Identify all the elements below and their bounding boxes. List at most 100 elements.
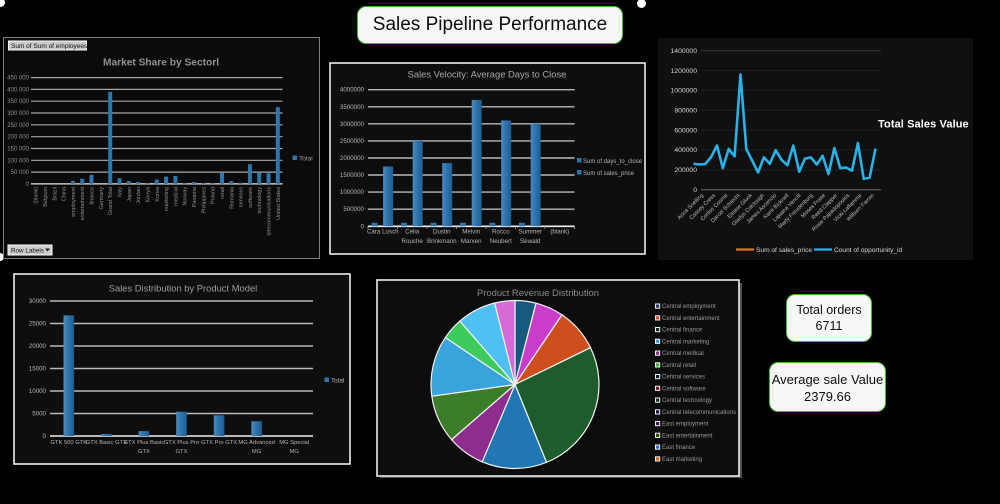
svg-text:Belgium: Belgium: [43, 186, 49, 206]
svg-text:5000: 5000: [32, 411, 46, 418]
svg-text:400 000: 400 000: [7, 87, 29, 93]
svg-text:Brinkmann: Brinkmann: [427, 238, 457, 245]
svg-text:Kenya: Kenya: [145, 186, 151, 203]
svg-text:10000: 10000: [29, 388, 47, 395]
svg-text:Central technology: Central technology: [662, 398, 712, 404]
svg-text:Total: Total: [331, 378, 344, 385]
svg-text:Sum of Sum of employees: Sum of Sum of employees: [11, 43, 88, 50]
svg-text:Product Revenue Distribution: Product Revenue Distribution: [477, 287, 599, 298]
svg-text:300 000: 300 000: [7, 111, 29, 117]
svg-text:250 000: 250 000: [7, 123, 29, 129]
svg-text:Dustin: Dustin: [433, 228, 451, 235]
svg-text:Total Sales Value: Total Sales Value: [878, 119, 969, 131]
svg-text:Celia: Celia: [405, 228, 420, 235]
svg-text:MG: MG: [252, 449, 262, 455]
svg-text:East employment: East employment: [662, 422, 709, 428]
svg-text:technology: technology: [257, 187, 263, 214]
svg-text:20000: 20000: [29, 343, 47, 350]
svg-text:Jordan: Jordan: [136, 187, 142, 204]
svg-text:East finance: East finance: [662, 445, 696, 451]
svg-text:MG Advanced: MG Advanced: [238, 440, 274, 446]
svg-text:50 000: 50 000: [11, 170, 30, 176]
svg-text:30000: 30000: [29, 298, 47, 305]
svg-text:services: services: [239, 187, 245, 207]
svg-text:0: 0: [361, 223, 365, 230]
svg-text:3000000: 3000000: [340, 121, 365, 128]
svg-text:employment: employment: [71, 186, 77, 216]
svg-text:finance: finance: [90, 187, 96, 205]
svg-text:East marketing: East marketing: [662, 457, 702, 463]
svg-text:Romania: Romania: [229, 186, 235, 209]
svg-text:East entertainment: East entertainment: [662, 433, 713, 439]
svg-text:marketing: marketing: [164, 187, 170, 211]
svg-text:GTX Pro GTX: GTX Pro GTX: [201, 440, 237, 446]
svg-text:United States: United States: [276, 187, 282, 220]
svg-text:0: 0: [26, 182, 30, 188]
svg-text:15000: 15000: [29, 366, 47, 373]
svg-text:GTK 500 GTK: GTK 500 GTK: [50, 440, 87, 446]
svg-text:Central telecommunications: Central telecommunications: [662, 410, 736, 416]
svg-text:1200000: 1200000: [671, 68, 698, 75]
svg-text:Norway: Norway: [183, 187, 189, 206]
svg-text:4000000: 4000000: [340, 87, 365, 94]
svg-text:1000000: 1000000: [671, 88, 698, 95]
svg-text:Germany: Germany: [99, 187, 105, 210]
svg-text:GTX: GTX: [138, 449, 150, 455]
svg-text:350 000: 350 000: [7, 99, 29, 105]
svg-text:Korea: Korea: [155, 186, 161, 202]
svg-text:entertainment: entertainment: [80, 186, 86, 220]
svg-text:GTX Basic GTX: GTX Basic GTX: [86, 440, 127, 446]
svg-text:Central marketing: Central marketing: [662, 340, 709, 346]
svg-text:450 000: 450 000: [7, 76, 29, 82]
svg-text:200 000: 200 000: [7, 135, 29, 141]
svg-text:Count of opportunity_id: Count of opportunity_id: [834, 247, 903, 254]
svg-text:Poland: Poland: [211, 187, 217, 204]
svg-text:Central medical: Central medical: [662, 351, 704, 357]
svg-text:Row Labels: Row Labels: [11, 248, 44, 255]
svg-text:Sum of sales_price: Sum of sales_price: [756, 247, 812, 254]
svg-text:800000: 800000: [674, 108, 697, 115]
svg-text:Rocco: Rocco: [492, 228, 510, 235]
svg-text:100 000: 100 000: [7, 158, 29, 164]
svg-text:1400000: 1400000: [671, 48, 698, 55]
svg-text:Melvin: Melvin: [462, 228, 480, 235]
svg-text:telecommunications: telecommunications: [267, 187, 273, 236]
svg-text:Japan: Japan: [127, 187, 133, 202]
svg-text:Total: Total: [299, 156, 313, 163]
svg-text:500000: 500000: [343, 206, 364, 213]
svg-text:Grand Total: Grand Total: [108, 187, 114, 215]
svg-text:0: 0: [693, 187, 697, 194]
svg-text:Panama: Panama: [192, 186, 198, 207]
svg-text:Cara Losch: Cara Losch: [367, 228, 399, 235]
svg-text:2500000: 2500000: [340, 138, 365, 145]
svg-text:software: software: [248, 187, 254, 208]
svg-text:(blank): (blank): [34, 187, 40, 204]
svg-text:0: 0: [43, 433, 47, 440]
svg-text:150 000: 150 000: [7, 147, 29, 153]
svg-text:Central retail: Central retail: [662, 363, 696, 369]
svg-text:Sum of days_to_close: Sum of days_to_close: [583, 159, 643, 165]
svg-text:Central services: Central services: [662, 375, 705, 381]
svg-text:1000000: 1000000: [340, 189, 365, 196]
svg-text:1500000: 1500000: [340, 172, 365, 179]
svg-text:Sales Velocity: Average Days t: Sales Velocity: Average Days to Close: [408, 69, 567, 80]
svg-text:MG: MG: [290, 449, 300, 455]
svg-text:GTX Plus Basic: GTX Plus Basic: [124, 440, 165, 446]
svg-text:Central employment: Central employment: [662, 304, 716, 310]
svg-text:Summer: Summer: [519, 228, 542, 235]
svg-text:3500000: 3500000: [340, 104, 365, 111]
svg-text:(blank): (blank): [550, 228, 569, 235]
svg-text:Marxen: Marxen: [461, 238, 482, 245]
svg-text:Central finance: Central finance: [662, 328, 703, 334]
svg-text:25000: 25000: [29, 321, 47, 328]
svg-text:Italy: Italy: [118, 187, 124, 197]
svg-text:Market Share by Sectorl: Market Share by Sectorl: [103, 58, 219, 69]
svg-text:MG Special: MG Special: [279, 440, 309, 446]
svg-text:Rouche: Rouche: [402, 238, 424, 245]
svg-text:600000: 600000: [674, 127, 697, 134]
svg-text:2000000: 2000000: [340, 155, 365, 162]
svg-text:medical: medical: [173, 187, 179, 206]
svg-text:GTX Plus Pro: GTX Plus Pro: [164, 440, 199, 446]
svg-text:Brazil: Brazil: [52, 187, 58, 201]
svg-text:retail: retail: [220, 187, 226, 199]
